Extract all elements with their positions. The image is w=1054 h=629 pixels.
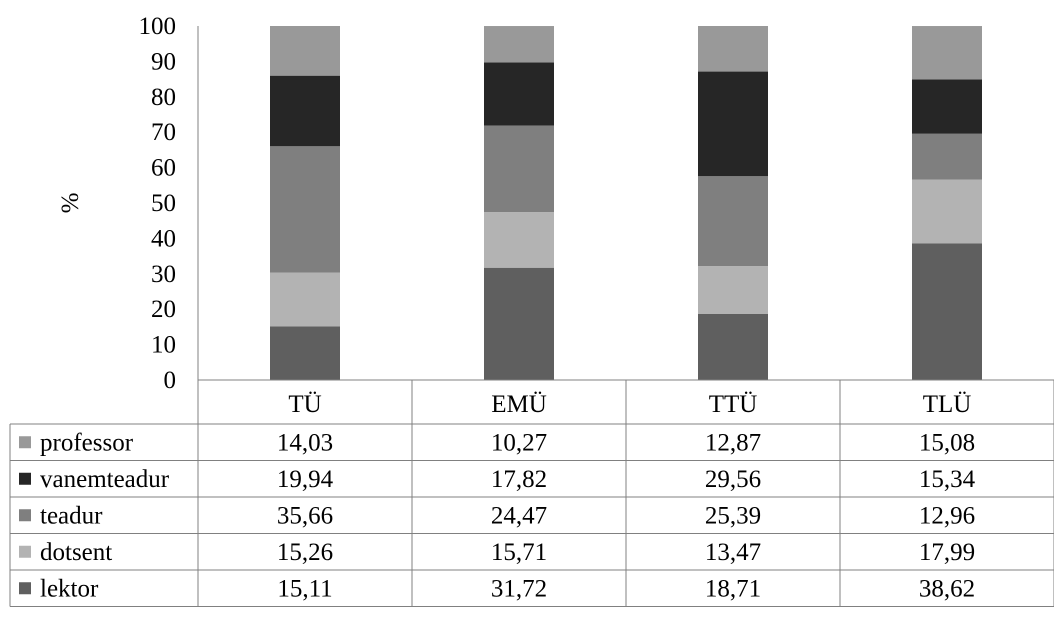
bar-segment-teadur-0: [270, 146, 340, 273]
data-label-vanemteadur: 15,34: [919, 466, 976, 493]
y-axis-label: %: [57, 193, 84, 214]
legend-key-teadur: [19, 509, 31, 522]
bar-segment-lektor-2: [698, 313, 768, 380]
category-label: TÜ: [288, 391, 321, 418]
bar-segment-teadur-3: [912, 133, 982, 180]
data-label-lektor: 15,11: [277, 575, 332, 602]
y-tick-label: 20: [151, 296, 176, 323]
data-label-teadur: 35,66: [277, 502, 333, 529]
category-label: TLÜ: [923, 391, 972, 418]
data-label-dotsent: 13,47: [705, 539, 761, 566]
legend-key-lektor: [19, 582, 31, 595]
bar-segment-dotsent-0: [270, 272, 340, 327]
bar-segment-teadur-2: [698, 176, 768, 267]
category-label: TTÜ: [709, 391, 758, 418]
legend-key-dotsent: [19, 545, 31, 558]
bar-segment-professor-3: [912, 26, 982, 80]
bars-layer: [270, 26, 982, 380]
data-label-professor: 14,03: [277, 429, 333, 456]
data-label-dotsent: 17,99: [919, 539, 975, 566]
bar-segment-professor-2: [698, 26, 768, 72]
bar-segment-professor-1: [484, 26, 554, 63]
data-label-lektor: 31,72: [491, 575, 547, 602]
y-tick-label: 100: [139, 13, 177, 40]
y-tick-label: 80: [151, 84, 176, 111]
data-label-professor: 12,87: [705, 429, 761, 456]
y-tick-label: 40: [151, 225, 176, 252]
legend-key-professor: [19, 436, 31, 449]
bar-segment-lektor-1: [484, 267, 554, 380]
bar-segment-dotsent-3: [912, 179, 982, 244]
legend-label-professor: professor: [40, 429, 134, 456]
data-label-professor: 10,27: [491, 429, 547, 456]
data-label-teadur: 25,39: [705, 502, 761, 529]
data-table: TÜ EMÜ TTÜ TLÜ professor 14,03 10,27 12,87 15,08…: [9, 379, 1054, 607]
data-label-teadur: 24,47: [491, 502, 547, 529]
data-label-vanemteadur: 29,56: [705, 466, 761, 493]
y-tick-label: 30: [151, 261, 176, 288]
bar-segment-vanemteadur-1: [484, 62, 554, 126]
legend-label-dotsent: dotsent: [40, 539, 112, 566]
data-label-lektor: 38,62: [919, 575, 975, 602]
bar-segment-vanemteadur-0: [270, 75, 340, 147]
data-label-professor: 15,08: [919, 429, 975, 456]
legend-key-vanemteadur: [19, 472, 31, 485]
y-tick-label: 90: [151, 48, 176, 75]
data-label-dotsent: 15,26: [277, 539, 333, 566]
bar-segment-teadur-1: [484, 125, 554, 213]
data-label-vanemteadur: 17,82: [491, 466, 547, 493]
data-label-dotsent: 15,71: [491, 539, 547, 566]
y-tick-label: 50: [151, 190, 176, 217]
legend-label-vanemteadur: vanemteadur: [40, 466, 170, 493]
axis-layer: 0 10 20 30 40 50 60 70 80 90 100%: [57, 13, 199, 607]
legend-label-lektor: lektor: [40, 575, 99, 602]
y-tick-label: 10: [151, 332, 176, 359]
bar-segment-vanemteadur-3: [912, 79, 982, 134]
bar-segment-dotsent-1: [484, 212, 554, 268]
y-tick-label: 70: [151, 119, 176, 146]
y-tick-label: 0: [164, 367, 177, 394]
y-tick-label: 60: [151, 155, 176, 182]
data-label-teadur: 12,96: [919, 502, 975, 529]
bar-segment-lektor-0: [270, 326, 340, 380]
legend-label-teadur: teadur: [40, 502, 103, 529]
category-label: EMÜ: [491, 391, 547, 418]
data-label-lektor: 18,71: [705, 575, 761, 602]
data-label-vanemteadur: 19,94: [277, 466, 334, 493]
bar-segment-professor-0: [270, 26, 340, 76]
bar-segment-vanemteadur-2: [698, 71, 768, 177]
bar-segment-dotsent-2: [698, 266, 768, 314]
bar-segment-lektor-3: [912, 243, 982, 380]
